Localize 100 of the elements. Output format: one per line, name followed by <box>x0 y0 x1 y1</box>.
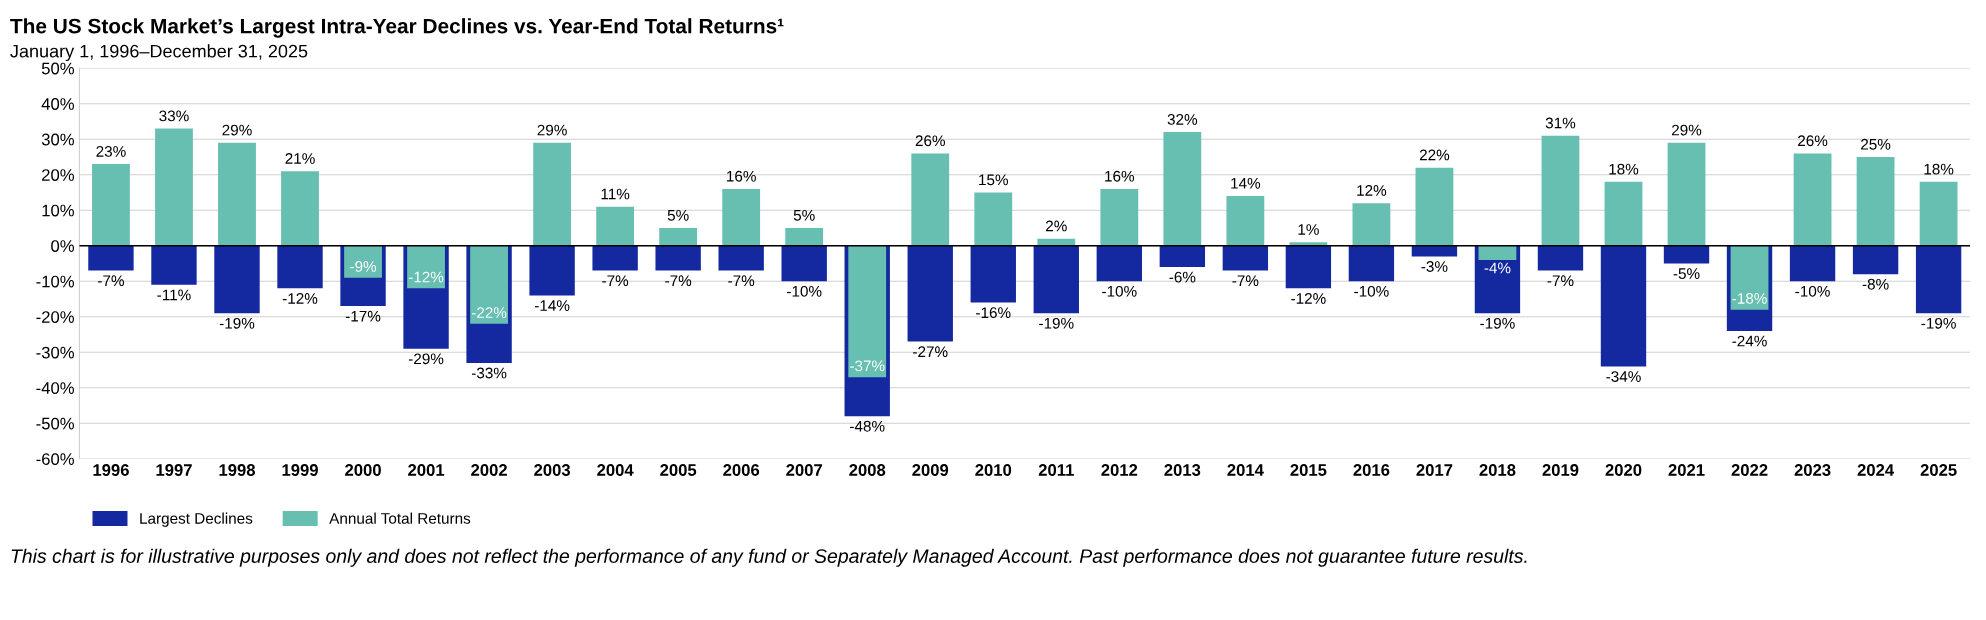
bar <box>1096 245 1142 282</box>
y-tick-label: 20% <box>42 169 74 181</box>
bar <box>848 245 887 378</box>
data-label: 15% <box>979 174 1009 186</box>
bar <box>722 188 761 246</box>
y-tick-label: 30% <box>41 133 74 146</box>
data-label: -16% <box>976 307 1011 319</box>
data-label: 32% <box>1167 114 1198 125</box>
bar <box>92 164 130 246</box>
bar <box>151 245 197 285</box>
x-tick-label: 2023 <box>1794 464 1831 476</box>
x-tick-label: 1998 <box>219 464 256 476</box>
x-tick-label: 2012 <box>1101 464 1138 476</box>
data-label: 33% <box>159 110 189 122</box>
x-tick-label: 2002 <box>471 464 507 476</box>
data-label: -29% <box>408 353 444 365</box>
bar <box>655 245 701 271</box>
y-tick-label: 40% <box>41 98 74 110</box>
x-tick-label: 2001 <box>408 464 445 476</box>
data-label: -19% <box>1480 317 1515 329</box>
x-tick-label: 2010 <box>975 464 1012 476</box>
x-tick-label: 2015 <box>1290 464 1327 476</box>
y-tick-label: -50% <box>36 417 74 430</box>
x-tick-label: 2020 <box>1605 464 1642 476</box>
bar <box>1604 181 1643 246</box>
data-label: -14% <box>534 300 570 311</box>
x-tick-label: 1999 <box>282 464 318 476</box>
x-tick-label: 2005 <box>660 464 697 476</box>
x-tick-label: 2011 <box>1038 464 1074 476</box>
bar <box>529 245 575 296</box>
y-tick-label: 0% <box>51 240 74 252</box>
y-tick-label: -20% <box>36 311 74 323</box>
y-tick-label: -60% <box>36 453 74 465</box>
bar <box>281 171 319 246</box>
data-label: -12% <box>1291 293 1326 304</box>
data-label: -37% <box>850 360 885 372</box>
data-label: -18% <box>1732 292 1767 304</box>
data-label: -10% <box>1795 285 1830 297</box>
data-label: -9% <box>350 261 377 272</box>
chart-subtitle: January 1, 1996–December 31, 2025 <box>10 44 308 62</box>
text: This chart is for illustrative purposes only and does not reflect the performance of any fund or Separately Managed Account. Past performance does not guarantee future results. <box>11 548 1527 567</box>
bar <box>1730 245 1769 310</box>
bar <box>1600 245 1647 367</box>
data-label: -27% <box>913 346 948 358</box>
bar <box>1852 245 1899 275</box>
data-label: 23% <box>96 145 126 157</box>
x-tick-label: 2006 <box>723 464 760 476</box>
bar <box>1163 132 1202 246</box>
x-tick-label: 2025 <box>1920 464 1957 476</box>
bar <box>781 245 827 282</box>
bar <box>88 245 134 271</box>
data-label: 26% <box>915 135 945 147</box>
bar <box>1856 156 1895 246</box>
data-label: -34% <box>1606 371 1641 382</box>
data-label: 14% <box>1231 178 1261 189</box>
legend-label: Annual Total Returns <box>329 512 471 524</box>
data-label: -19% <box>1921 317 1956 329</box>
bar <box>533 142 572 246</box>
data-label: 21% <box>285 153 315 164</box>
data-label: -7% <box>665 275 692 287</box>
data-label: -24% <box>1732 335 1767 347</box>
x-tick-label: 2018 <box>1479 464 1516 476</box>
bar <box>1537 245 1584 271</box>
data-label: -12% <box>282 293 318 304</box>
x-tick-label: 1996 <box>93 464 129 476</box>
data-label: -7% <box>98 275 124 287</box>
bar <box>718 245 764 271</box>
bar <box>970 245 1016 303</box>
bar <box>1222 245 1269 271</box>
bar <box>218 142 256 246</box>
data-label: 1% <box>1298 224 1319 235</box>
data-label: -22% <box>471 307 507 318</box>
bar <box>1667 142 1706 246</box>
chart-title: The US Stock Market’s Largest Intra-Year Declines vs. Year-End Total Returns¹ <box>10 18 784 38</box>
x-tick-label: 2000 <box>345 464 381 476</box>
data-label: -10% <box>1102 285 1137 297</box>
bar <box>407 245 445 289</box>
data-label: -19% <box>219 317 255 329</box>
x-tick-label: 2008 <box>849 464 886 476</box>
x-tick-label: 2019 <box>1542 464 1579 476</box>
data-label: -48% <box>850 420 885 432</box>
data-label: -3% <box>1421 261 1448 272</box>
x-tick-label: 1997 <box>156 464 192 476</box>
bar <box>470 245 508 324</box>
bar <box>1285 245 1332 289</box>
data-label: -10% <box>787 285 822 297</box>
bar <box>1226 196 1265 246</box>
data-label: -7% <box>1232 275 1259 287</box>
data-label: 29% <box>537 124 567 136</box>
data-label: -12% <box>408 271 444 283</box>
bar <box>974 192 1013 246</box>
bar <box>785 227 824 246</box>
y-tick-label: -30% <box>36 346 74 359</box>
bar <box>596 206 635 246</box>
data-label: -8% <box>1862 278 1889 290</box>
data-label: -17% <box>345 310 381 322</box>
x-tick-label: 2016 <box>1353 464 1390 476</box>
data-label: -33% <box>471 367 507 379</box>
data-label: 16% <box>1105 170 1135 182</box>
data-label: -6% <box>1169 271 1196 283</box>
